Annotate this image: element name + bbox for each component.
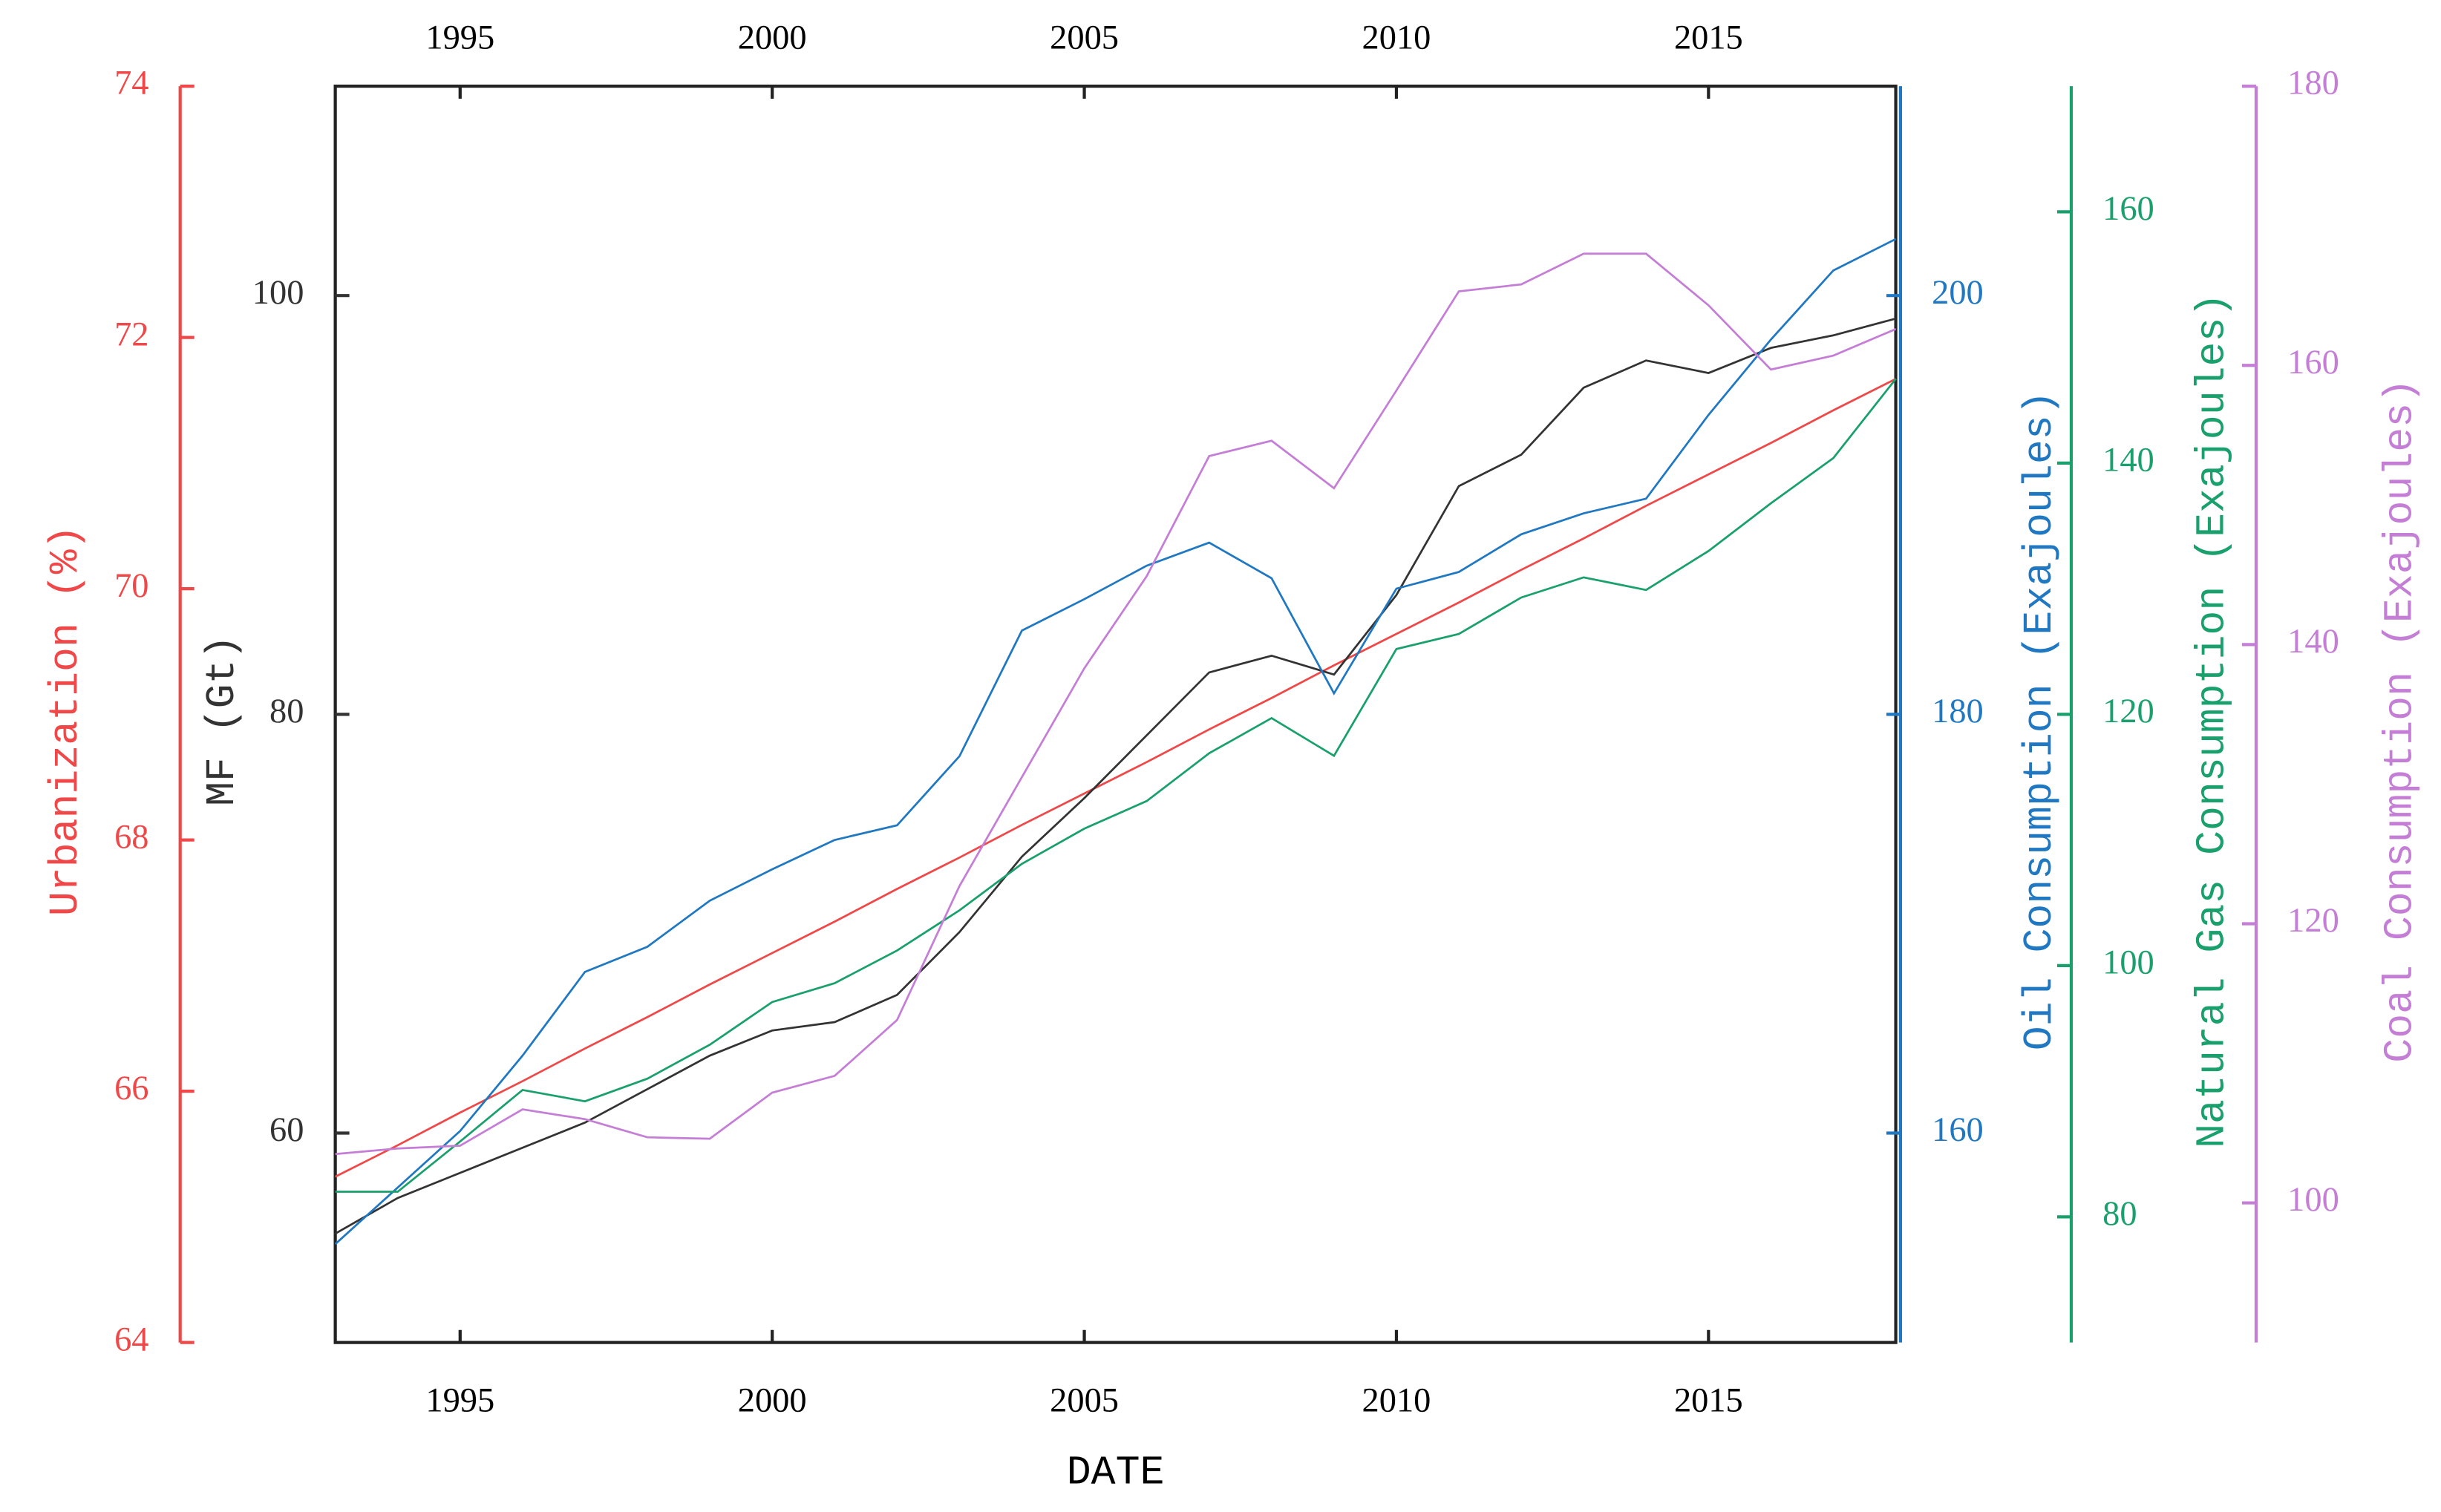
y-tick-label: 140 [2102,442,2154,480]
y-tick-label: 100 [2102,944,2154,982]
y-tick-label: 64 [114,1320,148,1358]
y-tick-label: 120 [2102,693,2154,730]
y-tick-label: 160 [2102,190,2154,228]
x-tick-label-top: 2015 [1674,19,1743,57]
y-axis-label: Natural Gas Consumption (Exajoules) [2189,293,2235,1148]
y-tick-label: 60 [269,1111,304,1149]
y-tick-label: 160 [1932,1111,1984,1149]
y-tick-label: 70 [114,567,148,605]
y-tick-label: 80 [2102,1195,2137,1233]
y-tick-label: 180 [1932,693,1984,730]
y-axis-label: Oil Consumption (Exajoules) [2017,390,2063,1050]
series-line [335,378,1897,1193]
x-tick-label: 1995 [425,1382,494,1420]
x-tick-label: 2005 [1050,1382,1119,1420]
series-line [335,252,1897,1156]
series-line [334,238,1897,1246]
y-tick-label: 80 [269,693,304,730]
y-tick-label: 180 [2287,65,2339,102]
y-tick-label: 72 [114,315,148,353]
y-axis-label: Coal Consumption (Exajoules) [2378,379,2424,1063]
x-tick-label: 2010 [1362,1382,1431,1420]
y-tick-label: 68 [114,818,148,856]
y-tick-label: 100 [2287,1181,2339,1219]
y-tick-label: 120 [2287,902,2339,940]
y-tick-label: 160 [2287,344,2339,382]
x-tick-label-top: 2000 [738,19,807,57]
x-axis-label: DATE [1067,1450,1165,1496]
series-line [335,378,1897,1178]
y-tick-label: 74 [114,65,148,102]
y-tick-label: 100 [252,274,304,312]
x-tick-label: 2000 [738,1382,807,1420]
y-tick-label: 200 [1932,274,1984,312]
x-tick-label-top: 2005 [1050,19,1119,57]
y-axis-label: MF (Gt) [200,635,246,806]
plot-frame [333,84,1898,1344]
x-tick-label: 2015 [1674,1382,1743,1420]
y-tick-label: 140 [2287,623,2339,661]
series-line [334,317,1896,1235]
x-tick-label-top: 2010 [1362,19,1431,57]
y-axis-label: Urbanization (%) [43,525,89,916]
y-tick-label: 66 [114,1070,148,1107]
x-tick-label-top: 1995 [425,19,494,57]
